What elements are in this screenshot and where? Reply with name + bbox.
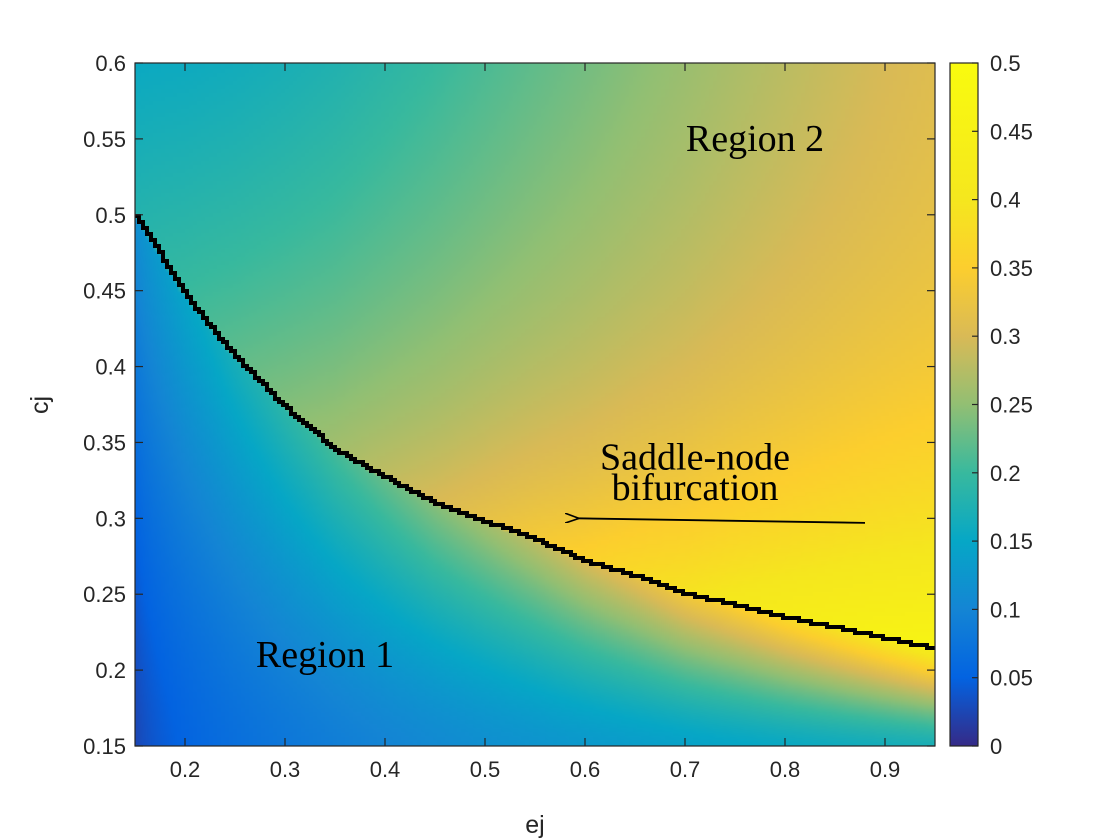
colorbar-tick-label: 0.45 xyxy=(990,119,1033,144)
x-tick-label: 0.9 xyxy=(870,757,901,782)
colorbar-tick-label: 0 xyxy=(990,734,1002,759)
colorbar-tick-label: 0.05 xyxy=(990,666,1033,691)
y-axis-label: cj xyxy=(26,396,54,414)
x-tick-label: 0.5 xyxy=(470,757,501,782)
colorbar: 0 0.05 0.1 0.15 0.2 0.25 0.3 0.35 0.4 0.45 0.5 xyxy=(949,51,1033,759)
y-tick-label: 0.6 xyxy=(95,51,126,76)
x-tick-label: 0.7 xyxy=(670,757,701,782)
x-tick-label: 0.4 xyxy=(370,757,401,782)
colorbar-tick-label: 0.3 xyxy=(990,324,1021,349)
y-tick-label: 0.25 xyxy=(83,582,126,607)
region-1-label: Region 1 xyxy=(256,634,394,676)
plot-frame xyxy=(134,62,936,747)
saddle-node-curve xyxy=(135,214,935,650)
saddle-node-label: Saddle-node xyxy=(600,437,790,479)
y-tick-label: 0.45 xyxy=(83,279,126,304)
colorbar-tick-label: 0.35 xyxy=(990,256,1033,281)
annotation-arrow xyxy=(577,518,866,524)
colorbar-tick-label: 0.5 xyxy=(990,51,1021,76)
y-tick-label: 0.15 xyxy=(83,734,126,759)
colorbar-tick-label: 0.15 xyxy=(990,529,1033,554)
y-tick-label: 0.55 xyxy=(83,127,126,152)
heatmap-plot xyxy=(134,62,936,747)
colorbar-tick-label: 0.1 xyxy=(990,597,1021,622)
y-tick-label: 0.5 xyxy=(95,203,126,228)
colorbar-ticks: 0 0.05 0.1 0.15 0.2 0.25 0.3 0.35 0.4 0.45 0.5 xyxy=(972,51,1033,759)
region-2-label: Region 2 xyxy=(686,118,824,160)
bifurcation-label: bifurcation xyxy=(612,467,779,509)
colorbar-tick-label: 0.25 xyxy=(990,393,1033,418)
x-axis-label: ej xyxy=(525,811,544,839)
y-axis: 0.15 0.2 0.25 0.3 0.35 0.4 0.45 0.5 0.55 0.6 xyxy=(83,51,935,759)
colorbar-tick-label: 0.2 xyxy=(990,461,1021,486)
x-tick-label: 0.3 xyxy=(270,757,301,782)
y-tick-label: 0.4 xyxy=(95,355,126,380)
x-axis: 0.2 0.3 0.4 0.5 0.6 0.7 0.8 0.9 xyxy=(170,63,901,782)
x-tick-label: 0.6 xyxy=(570,757,601,782)
annotations: Region 1 Region 2 Saddle-node bifurcatio… xyxy=(256,118,866,676)
y-tick-label: 0.35 xyxy=(83,430,126,455)
y-tick-label: 0.3 xyxy=(95,506,126,531)
x-tick-label: 0.2 xyxy=(170,757,201,782)
colorbar-tick-label: 0.4 xyxy=(990,188,1021,213)
y-tick-label: 0.2 xyxy=(95,658,126,683)
heatmap-field xyxy=(135,63,935,746)
x-tick-label: 0.8 xyxy=(770,757,801,782)
